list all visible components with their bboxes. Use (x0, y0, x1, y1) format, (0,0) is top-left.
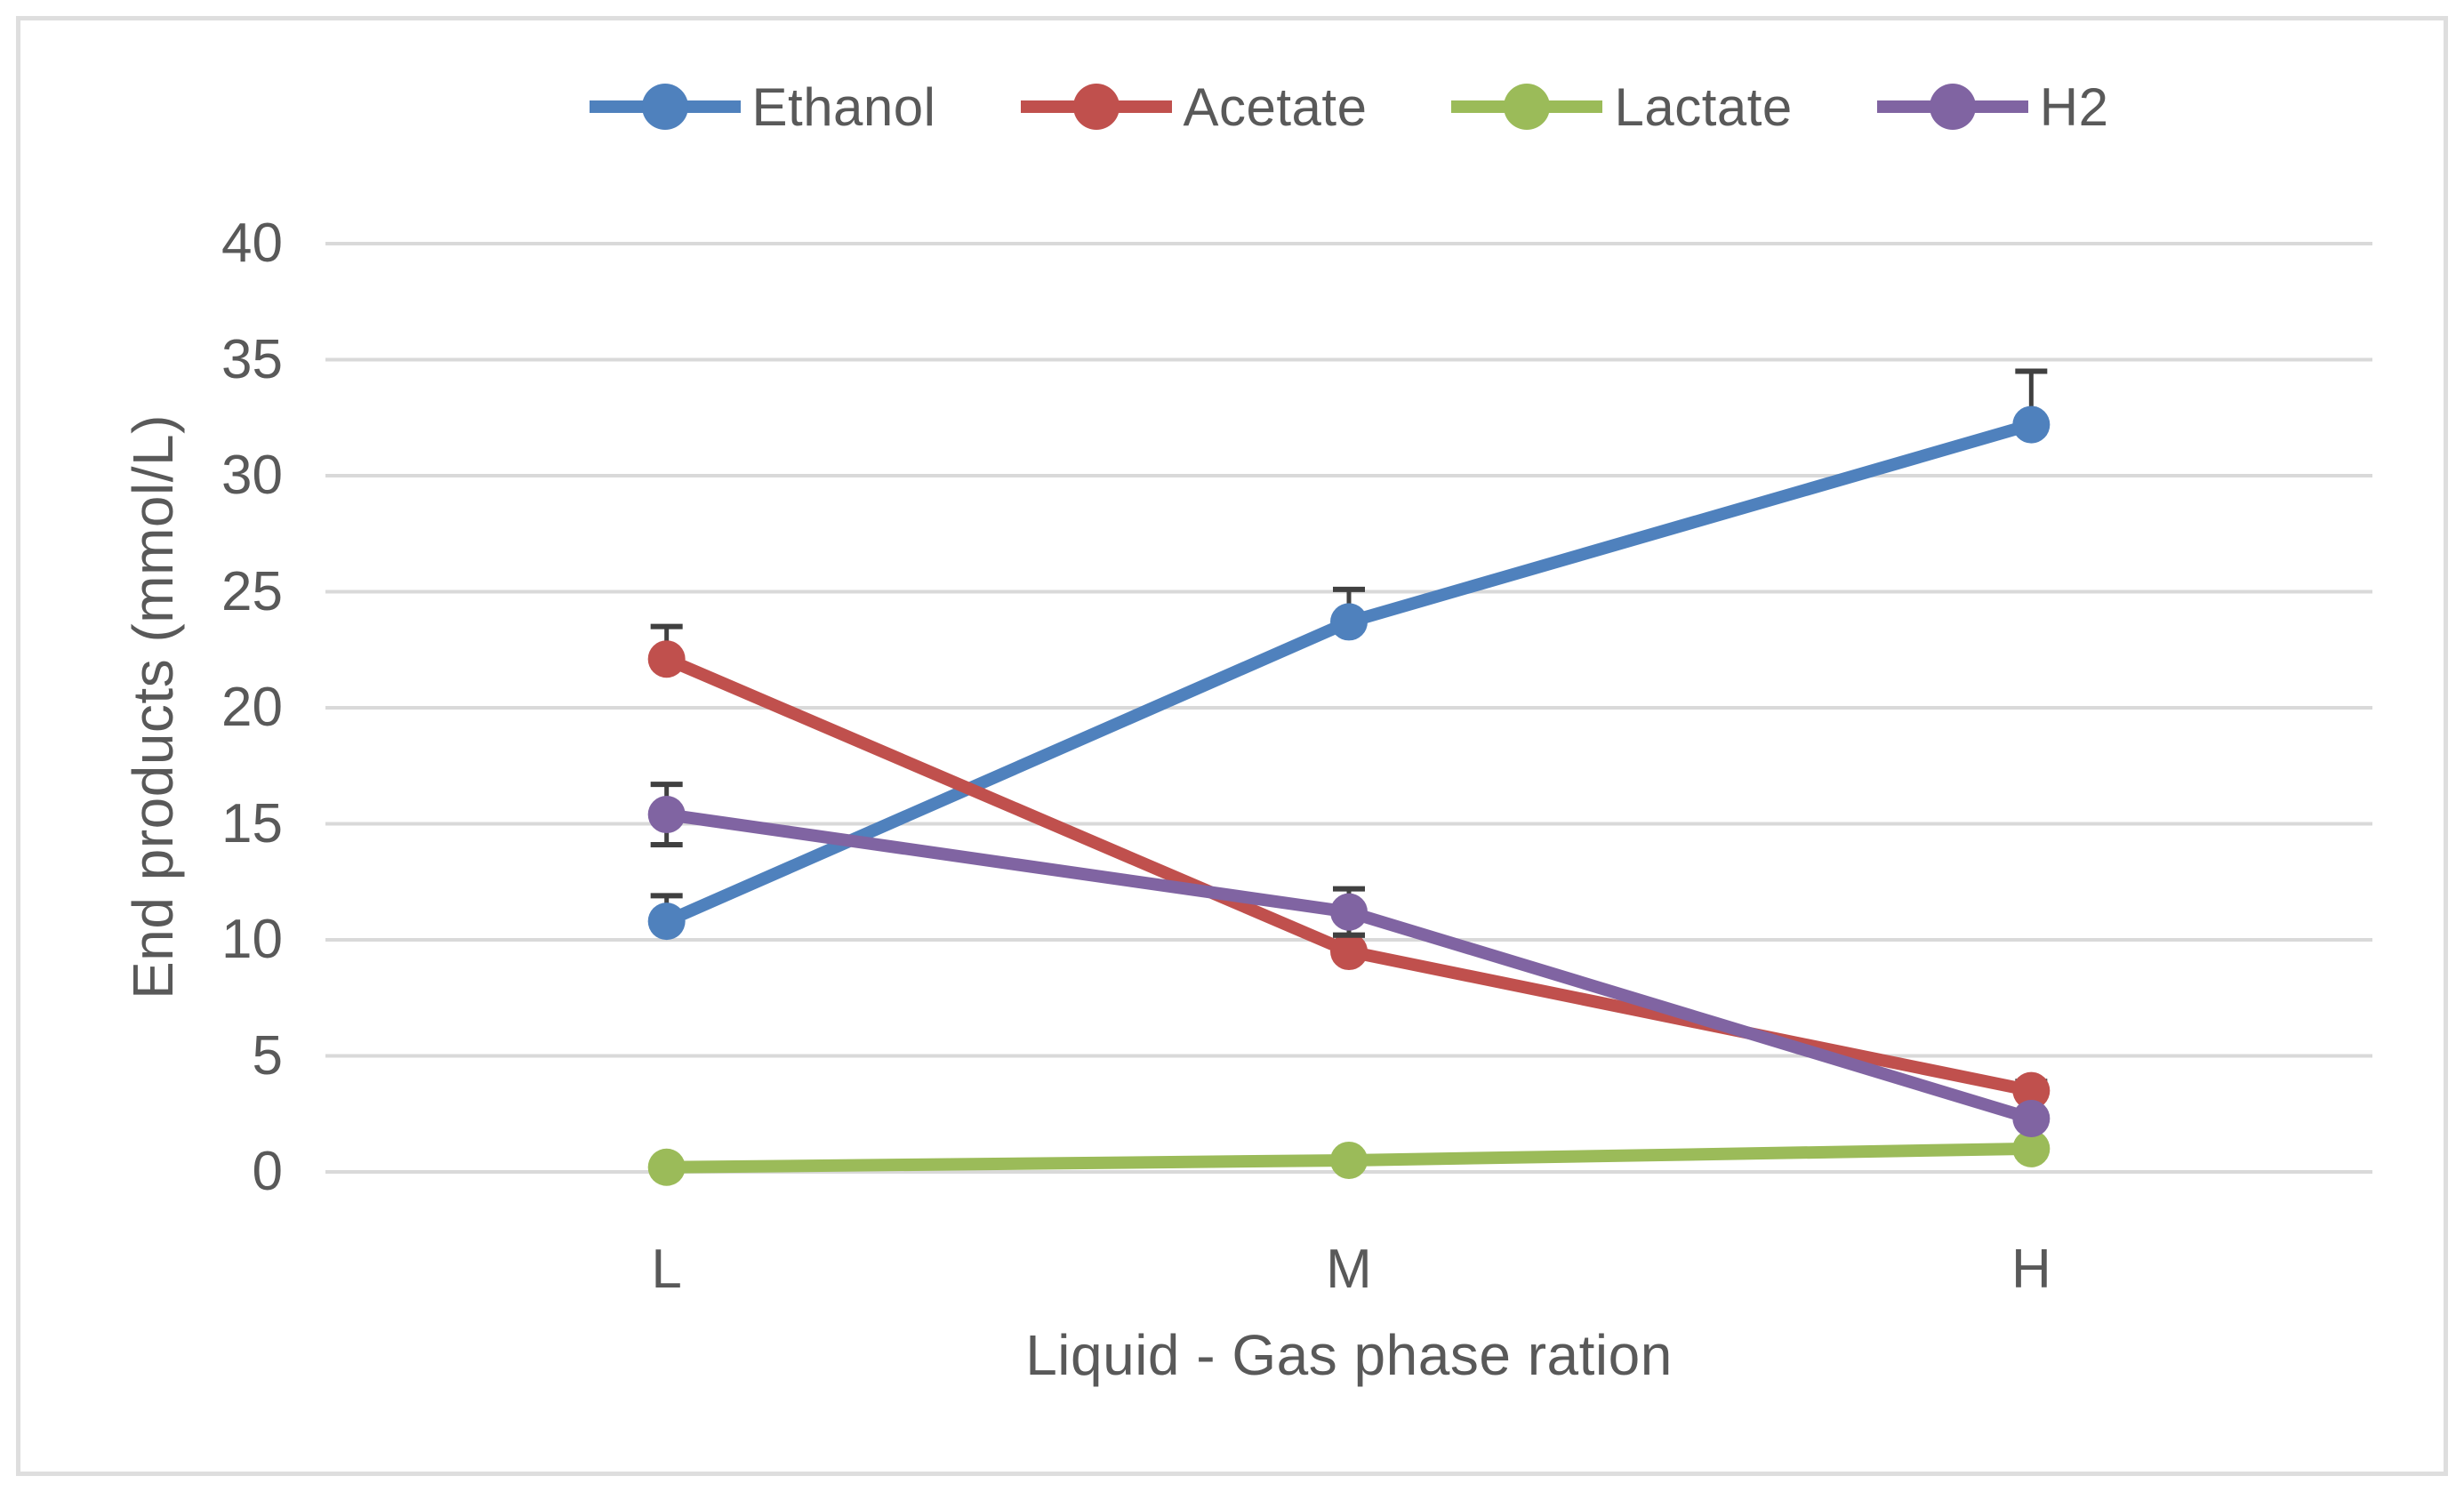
legend-item-lactate: Lactate (1451, 76, 1792, 138)
y-tick-label: 25 (221, 560, 283, 622)
data-point-lactate-H (2012, 1129, 2051, 1167)
data-point-h2-H (2012, 1099, 2051, 1137)
data-point-acetate-M (1330, 933, 1368, 971)
chart-legend: Ethanol Acetate Lactate H2 (325, 75, 2372, 139)
x-axis-title: Liquid - Gas phase ration (1025, 1323, 1673, 1387)
data-point-h2-M (1330, 893, 1368, 931)
legend-marker-icon (589, 84, 741, 130)
y-tick-label: 10 (221, 909, 283, 970)
legend-label: H2 (2039, 76, 2109, 137)
data-point-ethanol-M (1330, 603, 1368, 641)
data-point-acetate-L (647, 640, 686, 678)
data-point-lactate-M (1330, 1141, 1368, 1179)
y-tick-label: 20 (221, 677, 283, 738)
data-point-ethanol-H (2012, 405, 2051, 444)
data-point-acetate-H (2012, 1071, 2051, 1110)
legend-item-acetate: Acetate (1020, 76, 1368, 138)
data-point-lactate-L (647, 1148, 686, 1186)
x-tick-label-L: L (651, 1239, 682, 1300)
x-tick-label-M: M (1326, 1239, 1372, 1300)
legend-marker-icon (1020, 84, 1172, 130)
data-point-ethanol-L (647, 902, 686, 941)
y-tick-label: 30 (221, 445, 283, 506)
series-line-acetate (660, 653, 2038, 1097)
y-tick-label: 35 (221, 328, 283, 390)
legend-item-ethanol: Ethanol (589, 76, 936, 138)
x-tick-label-H: H (2011, 1239, 2051, 1300)
legend-marker-icon (1876, 84, 2028, 130)
data-point-h2-L (647, 796, 686, 834)
legend-label: Lactate (1614, 76, 1793, 137)
legend-label: Ethanol (751, 76, 936, 137)
y-tick-label: 40 (221, 213, 283, 274)
y-tick-label: 5 (252, 1024, 283, 1087)
legend-marker-icon (1451, 84, 1603, 130)
legend-label: Acetate (1183, 76, 1368, 137)
y-tick-label: 0 (252, 1141, 283, 1202)
y-tick-label: 15 (221, 792, 283, 854)
legend-item-h2: H2 (1876, 76, 2109, 138)
